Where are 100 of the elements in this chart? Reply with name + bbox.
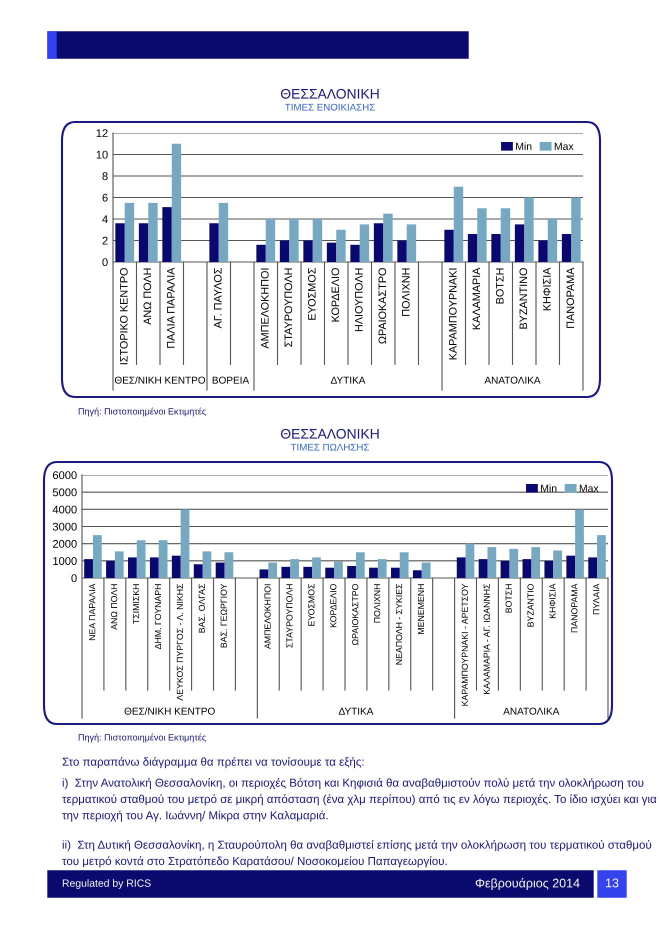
bar (334, 562, 343, 578)
bar (114, 551, 124, 578)
bar (172, 556, 181, 578)
bar (524, 198, 534, 262)
bar (575, 509, 584, 578)
y-tick-label: 5000 (52, 488, 77, 496)
bar (378, 559, 387, 578)
bar (138, 223, 148, 262)
x-tick-label: ΒΟΤΣΗ (506, 584, 512, 613)
bar (500, 208, 510, 262)
bar (478, 559, 488, 578)
text: Πηγή: Πιστοποιημένοι Εκτιμητές (78, 408, 206, 416)
bar (289, 219, 299, 262)
bar (148, 202, 158, 262)
x-tick-label: ΒΥΖΑΝΤΙΝΟ (519, 268, 528, 329)
bar (326, 242, 336, 262)
y-tick-label: 4000 (52, 506, 77, 514)
bar (209, 223, 219, 262)
text: 13 (606, 878, 618, 888)
bar (150, 557, 159, 578)
bar (106, 560, 115, 578)
bar (456, 557, 466, 578)
text: Πηγή: Πιστοποιημένοι Εκτιμητές (78, 734, 206, 742)
bar (400, 552, 409, 578)
bar (218, 202, 228, 262)
x-tick-label: ΠΟΛΙΧΝΗ (374, 584, 380, 623)
x-tick-label: ΚΑΛΑΜΑΡΙΑ (472, 268, 480, 330)
bar (566, 556, 576, 578)
bar (500, 560, 510, 578)
x-tick-label: ΠΟΛΙΧΝΗ (402, 268, 410, 316)
text: ΒΟΡΕΙΑ (212, 376, 250, 384)
x-tick-label: ΩΡΑΙΟΚΑΣΤΡΟ (378, 268, 386, 344)
legend-label: Min (541, 484, 556, 492)
x-tick-label: ΑΓ. ΠΑΥΛΟΣ (214, 268, 222, 328)
y-tick-label: 0 (102, 258, 108, 266)
bar (383, 214, 393, 262)
text: ii) Στη Δυτική Θεσσαλονίκη, η Σταυρούπολη θα αναβαθμιστεί επίσης μετά την ολοκλήρωση του τερματικού σταθμού του μετρό κοντά στο Στρατόπεδο Καρατάσου/ Νοσοκομείου Παπαγεωργίου. (62, 840, 652, 868)
x-tick-label: ΕΥΟΣΜΟΣ (308, 268, 316, 320)
x-tick-label: ΚΑΡΑΜΠΟΥΡΝΑΚΙ (448, 268, 457, 360)
bar (466, 544, 474, 578)
bar (487, 547, 496, 578)
y-tick-label: 10 (96, 150, 108, 159)
bar (553, 550, 562, 578)
x-tick-label: ΠΥΛΑΙΑ (593, 584, 600, 614)
x-tick-label: ΩΡΑΙΟΚΑΣΤΡΟ (352, 584, 358, 646)
x-tick-label: ΑΜΠΕΛΟΚΗΠΟΙ (260, 268, 269, 349)
x-tick-label: ΑΝΩ ΠΟΛΗ (111, 584, 118, 630)
text: ΑΝΑΤΟΛΙΚΑ (484, 376, 541, 384)
bar (468, 234, 478, 262)
bar (290, 559, 299, 578)
bar (266, 219, 276, 262)
bar (303, 240, 313, 262)
x-tick-label: ΒΑΣ. ΓΕΩΡΓΙΟΥ (220, 584, 227, 648)
y-tick-label: 6000 (52, 471, 77, 480)
x-tick-label: ΔΗΜ. ΓΟΥΝΑΡΗ (154, 584, 162, 650)
bar (312, 219, 322, 262)
x-tick-label: ΣΤΑΥΡΟΥΠΟΛΗ (284, 268, 292, 347)
bar (422, 562, 430, 578)
y-tick-label: 12 (96, 129, 108, 138)
bar (571, 198, 581, 262)
chart-title: ΘΕΣΣΑΛΟΝΙΚΗ (280, 88, 379, 99)
x-tick-label: ΜΕΝΕΜΕΝΗ (418, 584, 424, 634)
bar (180, 509, 190, 578)
bar (281, 566, 290, 578)
x-tick-label: ΝΕΑ ΠΑΡΑΛΙΑ (89, 584, 96, 640)
bar (194, 564, 203, 578)
x-tick-label: ΝΕΑΠΟΛΗ - ΣΥΚΙΕΣ (396, 584, 402, 664)
x-tick-label: ΚΟΡΔΕΛΙΟ (331, 268, 340, 322)
legend-label: Max (554, 142, 574, 150)
x-tick-label: ΑΜΠΕΛΟΚΗΠΟΙ (264, 584, 271, 649)
y-tick-label: 8 (102, 172, 108, 180)
x-tick-label: ΚΑΡΑΜΠΟΥΡΝΑΚΙ - ΑΡΕΤΣΟΥ (462, 584, 468, 706)
y-tick-label: 2000 (52, 540, 77, 548)
bar (202, 551, 212, 578)
x-tick-label: ΑΝΩ ΠΟΛΗ (143, 268, 152, 325)
legend-label: Min (516, 142, 532, 150)
x-tick-label: ΙΣΤΟΡΙΚΟ ΚΕΝΤΡΟ (120, 268, 128, 364)
bar (391, 568, 400, 578)
text: ΘΕΣ/ΝΙΚΗ ΚΕΝΤΡΟ (114, 376, 206, 384)
text: ΑΝΑΤΟΛΙΚΑ (503, 708, 560, 715)
bar (158, 540, 168, 578)
legend-label: Max (580, 484, 599, 492)
x-tick-label: ΛΕΥΚΟΣ ΠΥΡΓΟΣ - Λ. ΝΙΚΗΣ (176, 584, 183, 701)
text: Φεβρουάριος 2014 (476, 878, 580, 890)
bar (162, 207, 172, 262)
bar (548, 219, 558, 262)
x-tick-label: ΚΗΦΙΣΙΑ (543, 268, 551, 310)
bar (268, 562, 278, 578)
bar (477, 208, 487, 262)
bar (124, 202, 134, 262)
y-tick-label: 0 (71, 574, 77, 582)
bar (260, 569, 268, 578)
y-tick-label: 2 (102, 236, 108, 245)
bar (444, 230, 454, 262)
text: i) Στην Ανατολική Θεσσαλονίκη, οι περιοχές Βότση και Κηφισιά θα αναβαθμιστούν πολύ μετά την ολοκλήρωση του τερματικού σταθμού του μετρό σε μικρή απόσταση (ένα χλμ περίπου) από τις εν λόγω περιοχές. Το ίδιο ισχύει και για την περιοχή του Αγ. Ιωάννη/ Μίκρα στην Καλαμαριά. (62, 778, 656, 822)
bar (412, 570, 422, 578)
bar (136, 540, 146, 578)
bar (224, 552, 234, 578)
bar (347, 566, 356, 578)
x-tick-label: ΠΑΛΙΑ ΠΑΡΑΛΙΑ (167, 268, 175, 348)
